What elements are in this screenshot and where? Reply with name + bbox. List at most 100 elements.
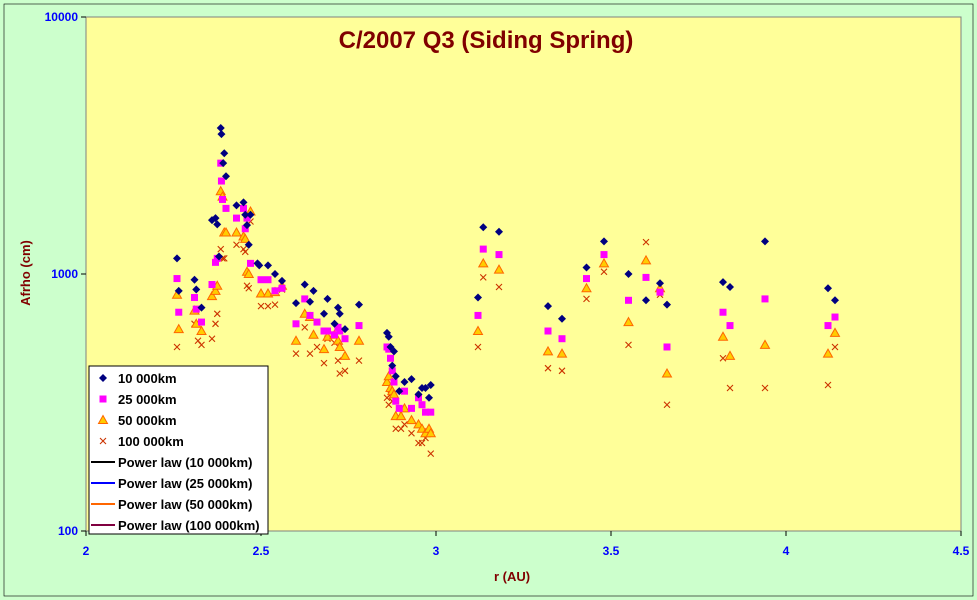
point-25-000km: [341, 335, 349, 343]
point-10-000km: [544, 302, 552, 311]
point-25-000km: [175, 308, 183, 316]
point-10-000km: [831, 296, 839, 305]
point-50-000km: [598, 257, 610, 268]
point-10-000km: [761, 237, 769, 246]
point-100-000km: [392, 425, 400, 433]
point-100-000km: [198, 341, 205, 349]
point-10-000km: [426, 380, 435, 389]
point-100-000km: [217, 245, 225, 253]
point-10-000km: [624, 270, 633, 278]
point-100-000km: [212, 320, 219, 328]
point-25-000km: [642, 273, 650, 281]
point-100-000km: [474, 343, 482, 351]
point-10-000km: [174, 286, 183, 295]
point-10-000km: [192, 285, 201, 294]
legend-swatch: [99, 374, 107, 382]
point-25-000km: [313, 318, 321, 326]
point-50-000km: [334, 341, 346, 351]
point-100-000km: [320, 359, 328, 367]
legend-swatch: [99, 437, 107, 445]
point-50-000km: [318, 343, 330, 354]
point-25-000km: [191, 294, 198, 302]
point-10-000km: [264, 261, 272, 270]
point-100-000km: [831, 343, 839, 351]
point-25-000km: [219, 195, 226, 203]
point-100-000km: [264, 302, 272, 310]
point-50-000km: [472, 325, 484, 336]
point-10-000km: [341, 325, 349, 334]
point-10-000km: [390, 347, 398, 356]
point-50-000km: [759, 339, 771, 349]
point-25-000km: [427, 408, 435, 416]
point-25-000km: [719, 308, 727, 316]
point-10-000km: [334, 303, 342, 312]
point-50-000km: [556, 348, 568, 358]
point-10-000km: [292, 299, 300, 308]
point-25-000km: [198, 318, 205, 326]
legend-label: Power law (50 000km): [118, 497, 252, 512]
chart-title: C/2007 Q3 (Siding Spring): [339, 27, 634, 54]
point-100-000km: [397, 425, 405, 433]
point-10-000km: [241, 210, 250, 219]
point-25-000km: [474, 311, 482, 319]
point-10-000km: [271, 270, 279, 278]
point-10-000km: [197, 303, 206, 312]
point-100-000km: [208, 335, 216, 343]
legend-label: 10 000km: [118, 371, 177, 386]
point-50-000km: [290, 335, 302, 345]
point-100-000km: [301, 323, 309, 331]
point-25-000km: [390, 378, 398, 386]
point-10-000km: [495, 227, 503, 236]
point-25-000km: [418, 401, 426, 409]
point-50-000km: [231, 227, 242, 237]
point-10-000km: [232, 201, 241, 210]
legend-label: Power law (25 000km): [118, 476, 252, 491]
point-10-000km: [306, 297, 314, 306]
point-25-000km: [726, 322, 734, 330]
legend-label: 25 000km: [118, 392, 177, 407]
point-100-000km: [663, 401, 671, 409]
point-10-000km: [239, 198, 248, 207]
point-25-000km: [355, 322, 363, 330]
point-100-000km: [479, 274, 487, 281]
y-tick-label: 100: [58, 524, 78, 538]
point-10-000km: [222, 172, 230, 181]
point-50-000km: [717, 331, 729, 341]
x-tick-label: 3.5: [603, 544, 620, 558]
point-100-000km: [173, 343, 181, 351]
point-50-000km: [406, 414, 417, 425]
point-50-000km: [239, 233, 251, 243]
legend-label: 100 000km: [118, 434, 184, 449]
point-50-000km: [581, 282, 592, 293]
x-tick-label: 4: [783, 544, 790, 558]
point-10-000km: [300, 280, 309, 289]
point-25-000km: [479, 245, 487, 253]
point-25-000km: [583, 275, 590, 283]
point-10-000km: [425, 393, 433, 402]
point-25-000km: [292, 320, 300, 328]
point-100-000km: [245, 284, 253, 292]
point-50-000km: [542, 345, 554, 356]
point-25-000km: [173, 275, 181, 283]
point-50-000km: [243, 268, 255, 278]
point-100-000km: [761, 384, 769, 392]
point-100-000km: [719, 354, 727, 362]
point-100-000km: [233, 241, 240, 249]
point-25-000km: [217, 177, 225, 185]
point-10-000km: [213, 220, 222, 229]
point-100-000km: [427, 450, 435, 458]
point-50-000km: [206, 290, 218, 301]
legend-label: Power law (10 000km): [118, 455, 252, 470]
point-25-000km: [387, 354, 394, 362]
point-25-000km: [656, 288, 664, 296]
point-25-000km: [336, 327, 344, 335]
point-10-000km: [335, 309, 344, 318]
y-tick-label: 1000: [51, 267, 78, 281]
point-25-000km: [401, 387, 408, 395]
point-10-000km: [474, 293, 482, 302]
point-10-000km: [220, 149, 229, 158]
point-25-000km: [257, 276, 265, 284]
point-25-000km: [544, 327, 552, 335]
point-25-000km: [392, 397, 400, 405]
